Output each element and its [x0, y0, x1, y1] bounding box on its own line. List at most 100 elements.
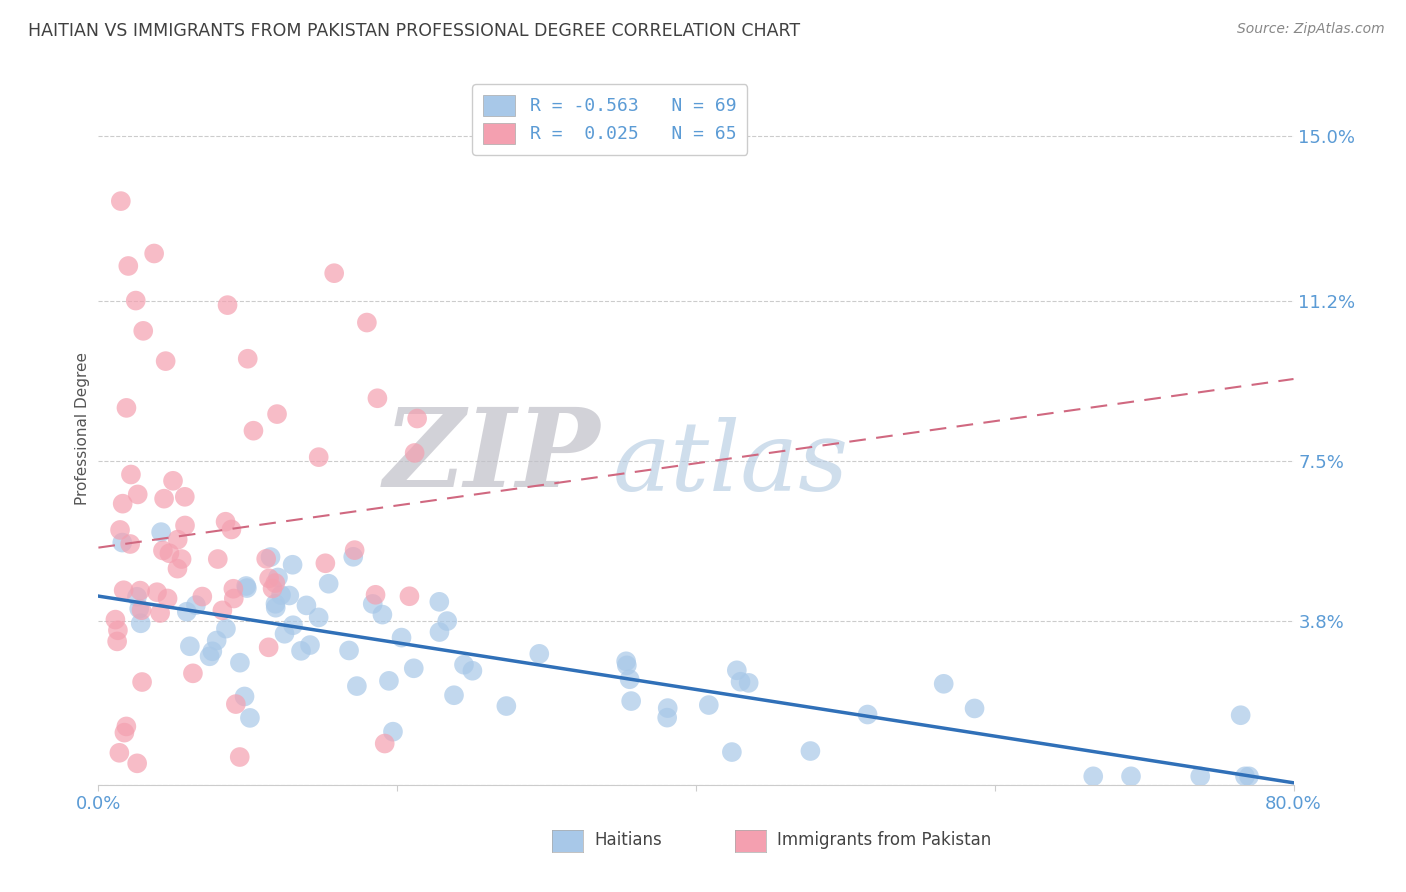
Point	[257, 571, 280, 585]
Point	[225, 697, 247, 711]
Point	[115, 401, 138, 415]
Point	[1083, 769, 1105, 783]
Text: Haitians: Haitians	[593, 831, 662, 849]
Point	[229, 750, 252, 764]
Point	[1189, 769, 1212, 783]
Point	[239, 711, 262, 725]
Text: atlas: atlas	[613, 417, 848, 511]
Point	[963, 701, 986, 715]
Point	[657, 711, 679, 725]
Point	[155, 354, 177, 368]
Point	[125, 293, 148, 308]
Point	[697, 698, 720, 712]
Point	[236, 351, 259, 366]
Point	[112, 583, 135, 598]
Point	[111, 497, 134, 511]
Point	[314, 556, 336, 570]
Point	[211, 603, 233, 617]
Point	[267, 570, 290, 584]
Point	[110, 194, 132, 208]
Point	[932, 677, 955, 691]
Text: ZIP: ZIP	[384, 403, 600, 510]
Point	[453, 657, 475, 672]
Point	[366, 391, 388, 405]
Point	[143, 246, 166, 260]
Point	[404, 446, 426, 460]
Point	[162, 474, 184, 488]
Point	[281, 558, 304, 572]
Point	[436, 614, 458, 628]
Point	[614, 654, 637, 668]
Point	[235, 579, 257, 593]
Point	[129, 583, 152, 598]
Point	[461, 664, 484, 678]
Point	[120, 467, 142, 482]
Point	[721, 745, 744, 759]
Point	[129, 616, 152, 631]
Point	[150, 525, 173, 540]
Point	[346, 679, 368, 693]
Point	[1237, 769, 1260, 783]
Point	[495, 699, 517, 714]
Point	[318, 576, 340, 591]
Point	[270, 588, 292, 602]
Point	[131, 675, 153, 690]
Point	[382, 724, 405, 739]
Point	[391, 631, 413, 645]
Point	[262, 582, 284, 596]
Point	[242, 424, 264, 438]
Point	[361, 597, 384, 611]
Point	[342, 549, 364, 564]
Point	[115, 719, 138, 733]
Point	[620, 694, 643, 708]
Point	[207, 552, 229, 566]
Point	[127, 756, 149, 771]
Point	[191, 590, 214, 604]
Point	[278, 589, 301, 603]
Point	[125, 590, 148, 604]
Point	[128, 601, 150, 615]
Point	[205, 633, 228, 648]
Point	[166, 533, 188, 547]
Point	[616, 658, 638, 673]
Point	[127, 487, 149, 501]
Point	[221, 523, 243, 537]
Point	[152, 543, 174, 558]
Point	[298, 638, 321, 652]
Point	[364, 588, 387, 602]
Point	[427, 595, 450, 609]
Point	[201, 644, 224, 658]
Point	[374, 737, 396, 751]
Point	[443, 688, 465, 702]
Point	[799, 744, 821, 758]
Point	[198, 649, 221, 664]
Point	[107, 624, 129, 638]
Point	[157, 546, 180, 560]
Text: Source: ZipAtlas.com: Source: ZipAtlas.com	[1237, 22, 1385, 37]
Legend: R = -0.563   N = 69, R =  0.025   N = 65: R = -0.563 N = 69, R = 0.025 N = 65	[472, 84, 747, 154]
Point	[105, 634, 128, 648]
Point	[146, 585, 169, 599]
Point	[259, 549, 281, 564]
Y-axis label: Professional Degree: Professional Degree	[75, 351, 90, 505]
Point	[117, 259, 139, 273]
Point	[217, 298, 239, 312]
Point	[725, 663, 748, 677]
Point	[254, 551, 277, 566]
Point	[184, 598, 207, 612]
Point	[856, 707, 879, 722]
Point	[181, 666, 204, 681]
Point	[104, 613, 127, 627]
Point	[233, 690, 256, 704]
Point	[290, 644, 312, 658]
Point	[619, 672, 641, 686]
Point	[229, 656, 252, 670]
Point	[215, 622, 238, 636]
Point	[308, 450, 330, 464]
Point	[214, 515, 236, 529]
Text: Immigrants from Pakistan: Immigrants from Pakistan	[776, 831, 991, 849]
Point	[1234, 769, 1257, 783]
Point	[149, 606, 172, 620]
Point	[402, 661, 425, 675]
Point	[529, 647, 551, 661]
